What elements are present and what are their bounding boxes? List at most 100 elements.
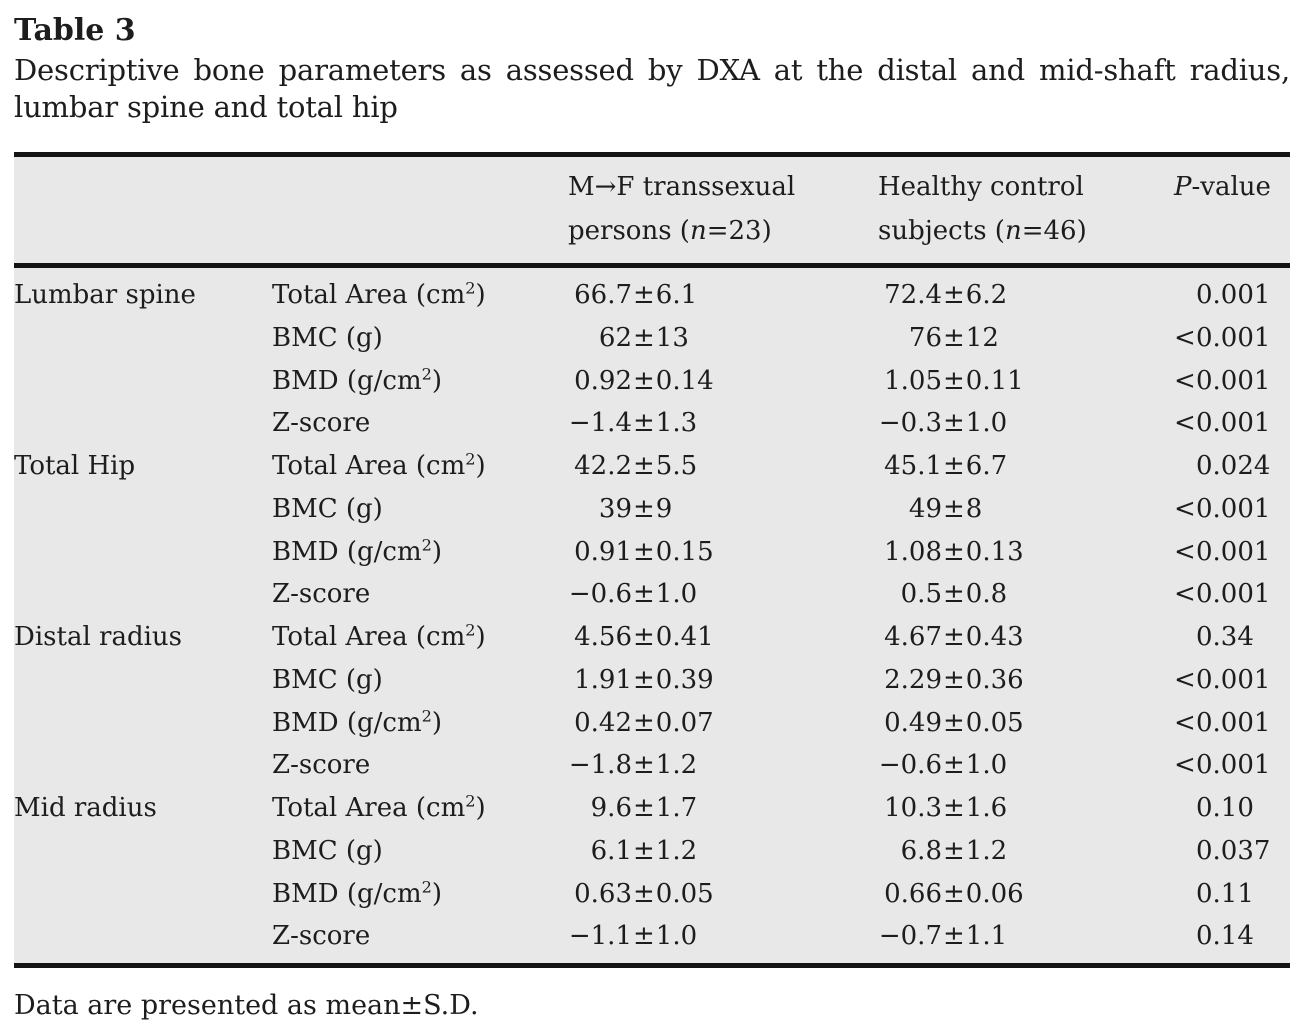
control-mean-value: 1.05 bbox=[884, 365, 942, 396]
mf-mean-value: −1.8 bbox=[568, 750, 632, 781]
plus-minus-symbol: ± bbox=[943, 280, 965, 310]
p-value: 0.001 bbox=[1196, 664, 1271, 695]
mf-value-cell: 0.91±0.15 bbox=[568, 531, 878, 574]
p-value: 0.001 bbox=[1196, 493, 1271, 524]
header-row: M→F transsexual persons (n=23) Healthy c… bbox=[14, 154, 1290, 268]
control-value-cell: −0.3±1.0 bbox=[878, 402, 1174, 445]
row-site-cell bbox=[14, 360, 272, 403]
plus-minus-symbol: ± bbox=[633, 707, 655, 738]
row-parameter-cell: BMC (g) bbox=[272, 317, 568, 360]
control-value-cell: 0.66±0.06 bbox=[878, 873, 1174, 916]
parameter-label: BMD (g/cm bbox=[272, 536, 422, 567]
table-header: M→F transsexual persons (n=23) Healthy c… bbox=[14, 154, 1290, 268]
parameter-label-close: ) bbox=[475, 622, 486, 652]
row-parameter-cell: BMC (g) bbox=[272, 830, 568, 873]
row-parameter-cell: Z-score bbox=[272, 744, 568, 787]
p-value-cell: <0.001 bbox=[1174, 702, 1290, 745]
caption-line-2: lumbar spine and total hip bbox=[14, 90, 398, 124]
mf-mean-value: 39 bbox=[598, 493, 632, 524]
parameter-label: Total Area (cm bbox=[272, 622, 466, 652]
control-mean-value: −0.6 bbox=[878, 750, 942, 781]
mf-value-cell: −1.4±1.3 bbox=[568, 402, 878, 445]
control-sd-value: 1.6 bbox=[965, 793, 1008, 823]
row-parameter-cell: BMC (g) bbox=[272, 659, 568, 702]
control-mean-value: 4.67 bbox=[884, 622, 942, 652]
mf-sd-value: 6.1 bbox=[655, 280, 698, 310]
plus-minus-symbol: ± bbox=[633, 322, 655, 353]
table-row: Z-score −1.1±1.0 −0.7±1.1 0.14 bbox=[14, 915, 1290, 965]
control-sd-value: 0.11 bbox=[965, 365, 1024, 396]
mf-sd-value: 0.05 bbox=[655, 878, 714, 909]
control-sd-value: 1.1 bbox=[965, 921, 1008, 952]
p-value-cell: 0.037 bbox=[1174, 830, 1290, 873]
row-site-cell bbox=[14, 531, 272, 574]
plus-minus-symbol: ± bbox=[943, 451, 965, 481]
plus-minus-symbol: ± bbox=[943, 536, 965, 567]
mf-sd-value: 0.41 bbox=[655, 622, 714, 652]
control-value-cell: 4.67±0.43 bbox=[878, 616, 1174, 659]
mf-value-cell: −0.6±1.0 bbox=[568, 573, 878, 616]
parameter-label-close: ) bbox=[431, 878, 443, 909]
parameter-label: Total Area (cm bbox=[272, 280, 466, 310]
header-mf-transsexual-cell: M→F transsexual persons (n=23) bbox=[568, 154, 878, 268]
row-site-cell: Total Hip bbox=[14, 451, 136, 481]
row-site-cell bbox=[14, 873, 272, 916]
less-than-symbol: < bbox=[1174, 322, 1196, 353]
row-site-cell bbox=[14, 402, 272, 445]
p-value: 0.037 bbox=[1196, 835, 1271, 866]
mf-value-cell: −1.8±1.2 bbox=[568, 744, 878, 787]
p-value-cell: <0.001 bbox=[1174, 573, 1290, 616]
control-n-symbol: n bbox=[1004, 216, 1022, 246]
p-value-cell: <0.001 bbox=[1174, 531, 1290, 574]
plus-minus-symbol: ± bbox=[633, 878, 655, 909]
table-row: BMD (g/cm2) 0.92±0.14 1.05±0.11 <0.001 bbox=[14, 360, 1290, 403]
control-mean-value: −0.7 bbox=[878, 921, 942, 952]
table-footnote: Data are presented as mean±S.D. bbox=[14, 990, 479, 1021]
p-value: 0.024 bbox=[1196, 451, 1271, 481]
parameter-label: BMD (g/cm bbox=[272, 878, 422, 909]
p-value-cell: 0.11 bbox=[1174, 873, 1290, 916]
plus-minus-symbol: ± bbox=[943, 793, 965, 823]
row-parameter-cell: Total Area (cm2) bbox=[272, 787, 568, 830]
row-parameter-cell: Total Area (cm2) bbox=[272, 266, 568, 317]
table-caption: Descriptive bone parameters as assessed … bbox=[14, 52, 1290, 126]
parameter-label-close: ) bbox=[475, 280, 486, 310]
control-mean-value: 49 bbox=[908, 493, 942, 524]
parameter-label-close: ) bbox=[475, 793, 486, 823]
mf-mean-value: 0.92 bbox=[574, 365, 632, 396]
p-value: 0.001 bbox=[1196, 536, 1271, 567]
plus-minus-symbol: ± bbox=[943, 835, 965, 866]
p-value: 0.001 bbox=[1196, 579, 1271, 610]
control-mean-value: 2.29 bbox=[884, 664, 942, 695]
control-sd-value: 0.8 bbox=[965, 579, 1008, 610]
table-row: BMC (g) 1.91±0.39 2.29±0.36 <0.001 bbox=[14, 659, 1290, 702]
mf-value-cell: −1.1±1.0 bbox=[568, 915, 878, 965]
table-row: BMD (g/cm2) 0.42±0.07 0.49±0.05 <0.001 bbox=[14, 702, 1290, 745]
control-mean-value: 72.4 bbox=[884, 280, 942, 310]
plus-minus-symbol: ± bbox=[633, 664, 655, 695]
caption-line-1: Descriptive bone parameters as assessed … bbox=[14, 53, 1290, 87]
table-row: Z-score −0.6±1.0 0.5±0.8 <0.001 bbox=[14, 573, 1290, 616]
control-value-cell: 10.3±1.6 bbox=[878, 787, 1174, 830]
mf-sd-value: 1.3 bbox=[655, 408, 698, 439]
parameter-label: BMC (g) bbox=[272, 835, 383, 866]
mf-value-cell: 62±13 bbox=[568, 317, 878, 360]
plus-minus-symbol: ± bbox=[943, 878, 965, 909]
control-sd-value: 6.7 bbox=[965, 451, 1008, 481]
plus-minus-symbol: ± bbox=[943, 750, 965, 781]
mf-value-cell: 6.1±1.2 bbox=[568, 830, 878, 873]
table-row: Lumbar spine Total Area (cm2) 66.7±6.1 7… bbox=[14, 266, 1290, 317]
table-body: Lumbar spine Total Area (cm2) 66.7±6.1 7… bbox=[14, 266, 1290, 966]
parameter-label-close: ) bbox=[431, 365, 443, 396]
row-parameter-cell: Z-score bbox=[272, 402, 568, 445]
control-mean-value: 0.5 bbox=[900, 579, 942, 610]
mf-sd-value: 1.0 bbox=[655, 579, 698, 610]
control-value-cell: 49±8 bbox=[878, 488, 1174, 531]
row-site-cell bbox=[14, 317, 272, 360]
mf-sd-value: 0.39 bbox=[655, 664, 714, 695]
mf-value-cell: 0.42±0.07 bbox=[568, 702, 878, 745]
less-than-symbol: < bbox=[1174, 365, 1196, 396]
plus-minus-symbol: ± bbox=[633, 921, 655, 952]
plus-minus-symbol: ± bbox=[943, 322, 965, 353]
